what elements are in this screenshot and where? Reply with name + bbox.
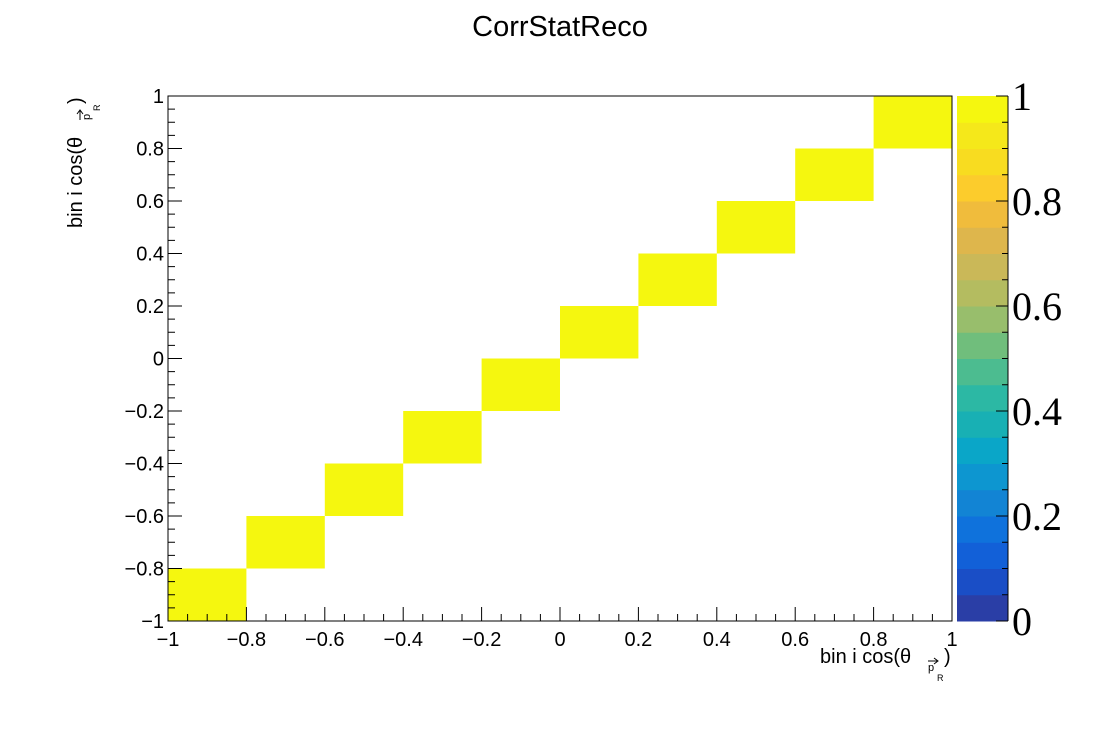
x-axis-label-suffix: ) (944, 646, 951, 668)
y-tick-label: 0.6 (136, 191, 164, 213)
x-axis-ticks (167, 607, 953, 621)
palette-swatch (957, 358, 1008, 386)
x-axis-label-subsub: R (937, 673, 944, 683)
palette-swatch (957, 201, 1008, 228)
x-tick-label: 0 (554, 629, 565, 651)
palette-label: 0.8 (1012, 179, 1062, 224)
y-axis-ticks (168, 95, 182, 622)
y-tick-label: −0.2 (125, 401, 164, 423)
x-tick-label: −0.6 (305, 629, 344, 651)
x-tick-label: −0.4 (383, 629, 422, 651)
y-axis-label: bin i cos(θ p R ) (65, 97, 102, 228)
palette-swatch (957, 148, 1008, 176)
y-tick-label: 1 (153, 86, 164, 108)
y-tick-label: 0 (153, 349, 164, 371)
palette-label: 0.4 (1012, 389, 1062, 434)
palette-swatch (957, 227, 1008, 254)
heatmap-cell-6 (638, 253, 717, 306)
y-axis-label-subscript: p (81, 114, 93, 120)
palette-swatch (957, 568, 1008, 596)
palette-swatch (957, 516, 1008, 543)
x-axis-label-prefix: bin i cos(θ (820, 646, 911, 668)
palette-swatch (957, 384, 1008, 412)
y-axis-label-prefix: bin i cos(θ (65, 137, 87, 228)
y-axis-label-subsub: R (92, 104, 102, 111)
heatmap-cell-2 (324, 463, 404, 516)
color-palette (957, 95, 1009, 622)
heatmap-cell-7 (716, 201, 796, 254)
palette-label: 0 (1012, 599, 1032, 644)
y-tick-label: 0.2 (136, 296, 164, 318)
palette-swatch (957, 279, 1008, 307)
palette-swatch (957, 463, 1008, 491)
x-axis-label: bin i cos(θ p R ) (820, 646, 951, 683)
y-tick-label: 0.8 (136, 139, 164, 161)
palette-swatch (957, 594, 1008, 622)
palette-swatch (957, 489, 1008, 517)
chart-title: CorrStatReco (472, 11, 648, 43)
x-tick-label: 0.4 (703, 629, 731, 651)
y-axis-label-suffix: ) (65, 97, 87, 104)
palette-label: 1 (1012, 74, 1032, 119)
palette-swatch (957, 174, 1008, 202)
color-palette-labels: 0 0.2 0.4 0.6 0.8 1 (1012, 74, 1062, 644)
x-tick-label: 0.8 (860, 629, 888, 651)
heatmap-cell-9 (873, 96, 952, 149)
heatmap-cell-4 (481, 358, 560, 411)
palette-swatch (957, 437, 1008, 464)
heatmap-cell-5 (560, 306, 639, 359)
palette-swatch (957, 542, 1008, 569)
heatmap-cells (168, 96, 952, 621)
x-axis-label-subscript: p (928, 662, 934, 674)
y-tick-labels: −1 −0.8 −0.6 −0.4 −0.2 0 0.2 0.4 0.6 0.8 1 (125, 86, 164, 633)
palette-swatch (957, 306, 1008, 333)
x-tick-label: −0.8 (227, 629, 266, 651)
palette-swatch (957, 253, 1008, 281)
heatmap-cell-0 (168, 568, 247, 621)
svg-text:bin i cos(θ: bin i cos(θ (820, 646, 911, 668)
x-tick-label: −1 (157, 629, 180, 651)
x-tick-labels: −1 −0.8 −0.6 −0.4 −0.2 0 0.2 0.4 0.6 0.8 1 (157, 629, 958, 651)
heatmap-cell-1 (246, 516, 325, 569)
y-tick-label: −0.6 (125, 506, 164, 528)
palette-label: 0.2 (1012, 494, 1062, 539)
x-tick-label: 0.6 (781, 629, 809, 651)
palette-label: 0.6 (1012, 284, 1062, 329)
heatmap-cell-8 (795, 148, 874, 201)
palette-swatch (957, 122, 1008, 149)
palette-swatch (957, 332, 1008, 359)
x-tick-label: 1 (946, 629, 957, 651)
y-tick-label: 0.4 (136, 244, 164, 266)
heatmap-cell-3 (403, 411, 482, 464)
y-tick-label: −1 (141, 611, 164, 633)
y-tick-label: −0.4 (125, 454, 164, 476)
palette-swatch (957, 96, 1008, 123)
y-tick-label: −0.8 (125, 559, 164, 581)
x-tick-label: −0.2 (462, 629, 501, 651)
x-tick-label: 0.2 (624, 629, 652, 651)
palette-swatch (957, 411, 1008, 438)
